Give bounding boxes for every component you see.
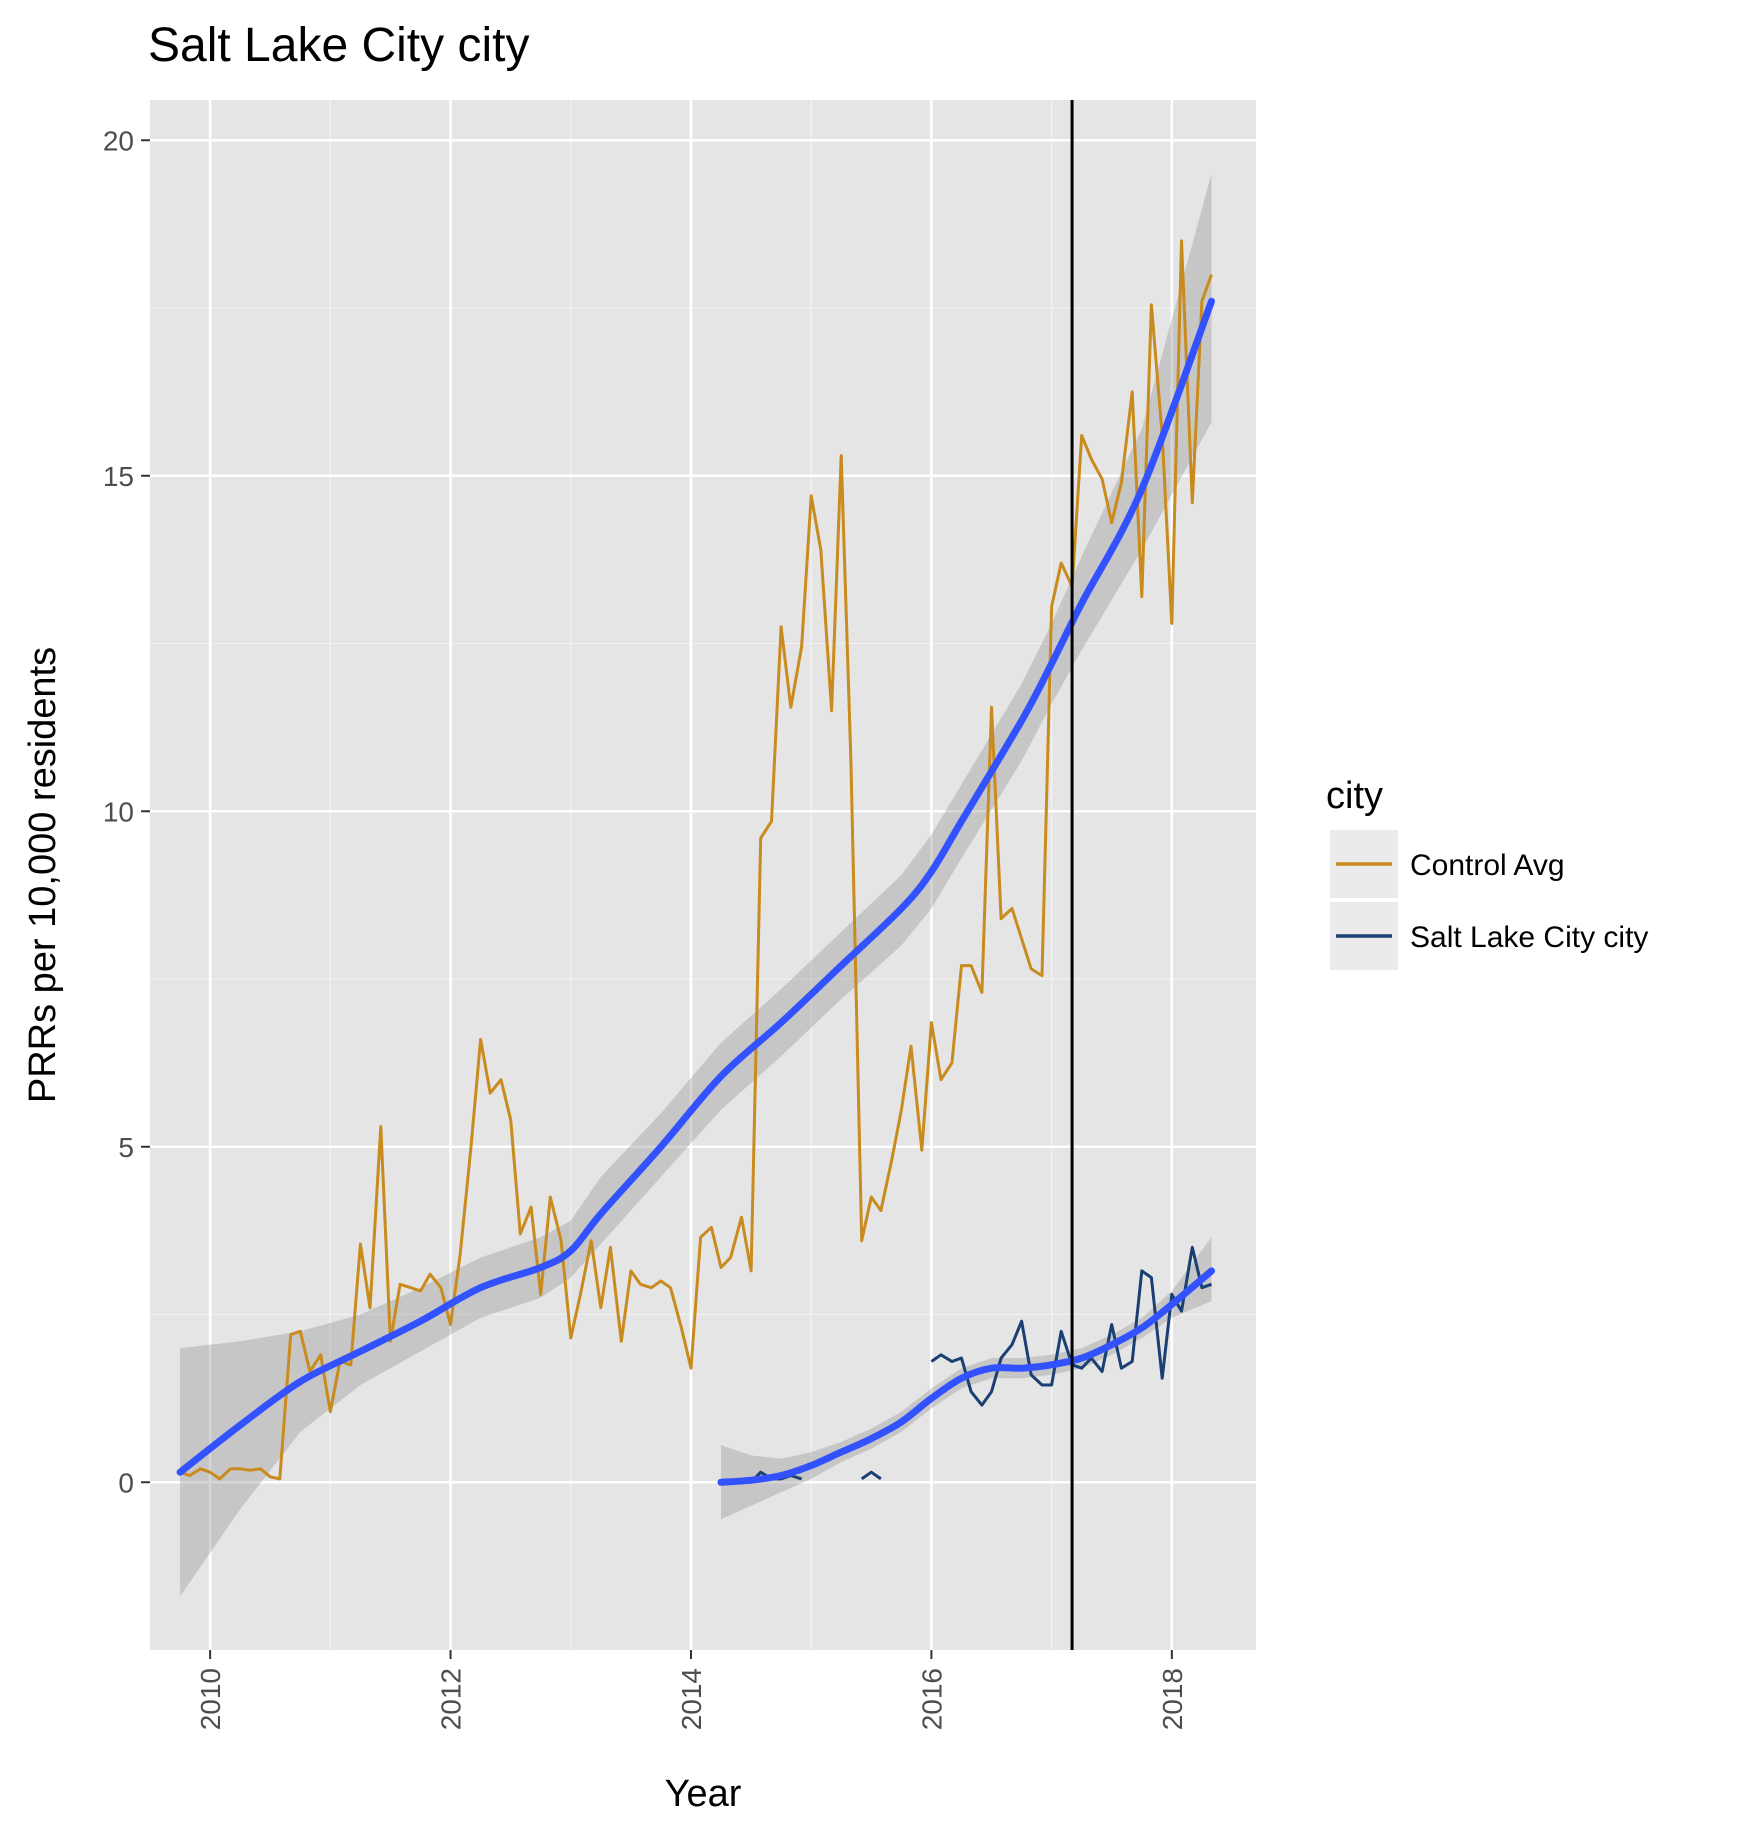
x-tick-label: 2010 — [195, 1668, 226, 1730]
smooth-lines — [176, 297, 1215, 1486]
x-axis-title: Year — [665, 1773, 742, 1815]
smooth-line — [176, 297, 1215, 1476]
y-axis-title: PRRs per 10,000 residents — [22, 647, 64, 1103]
y-tick-label: 20 — [103, 125, 134, 156]
legend-title: city — [1326, 775, 1383, 817]
chart-title: Salt Lake City city — [148, 19, 530, 72]
x-tick-label: 2018 — [1157, 1668, 1188, 1730]
axes: 2010 2012 2014 2016 2018 0 5 10 15 20 — [103, 125, 1188, 1730]
legend-label-city: Salt Lake City city — [1410, 921, 1648, 954]
legend: city Control Avg Salt Lake City city — [1326, 775, 1648, 970]
y-tick-label: 15 — [103, 461, 134, 492]
y-tick-label: 0 — [118, 1467, 134, 1498]
y-tick-label: 5 — [118, 1132, 134, 1163]
x-tick-label: 2016 — [916, 1668, 947, 1730]
series-line — [179, 239, 1213, 1481]
smooth-line — [717, 1267, 1215, 1486]
x-tick-label: 2014 — [676, 1668, 707, 1730]
y-tick-label: 10 — [103, 796, 134, 827]
legend-label-control: Control Avg — [1410, 849, 1565, 882]
x-tick-label: 2012 — [436, 1668, 467, 1730]
